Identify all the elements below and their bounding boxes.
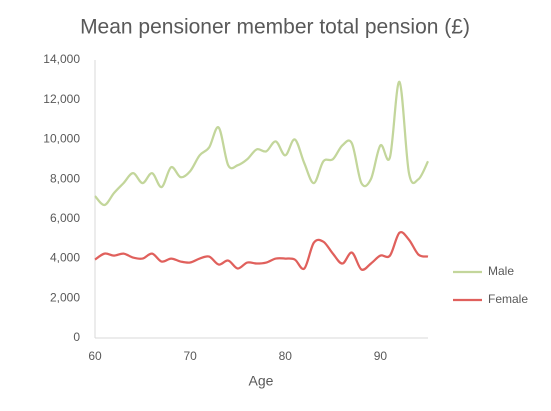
y-tick-label: 10,000 — [43, 132, 80, 146]
x-tick-label: 90 — [374, 349, 388, 363]
line-series — [94, 80, 430, 207]
y-tick-label: 6,000 — [50, 211, 80, 225]
x-tick-label: 60 — [88, 349, 102, 363]
y-tick-label: 0 — [73, 330, 80, 344]
line-series — [94, 231, 429, 271]
y-tick-label: 14,000 — [43, 52, 80, 66]
x-axis-title: Age — [249, 373, 274, 389]
legend-label: Male — [488, 264, 514, 278]
x-tick-label: 80 — [279, 349, 293, 363]
y-tick-label: 8,000 — [50, 171, 80, 185]
y-tick-label: 12,000 — [43, 92, 80, 106]
legend-label: Female — [488, 292, 528, 306]
y-tick-label: 2,000 — [50, 290, 80, 304]
chart-title: Mean pensioner member total pension (£) — [80, 16, 470, 39]
y-tick-label: 4,000 — [50, 251, 80, 265]
x-tick-label: 70 — [183, 349, 197, 363]
